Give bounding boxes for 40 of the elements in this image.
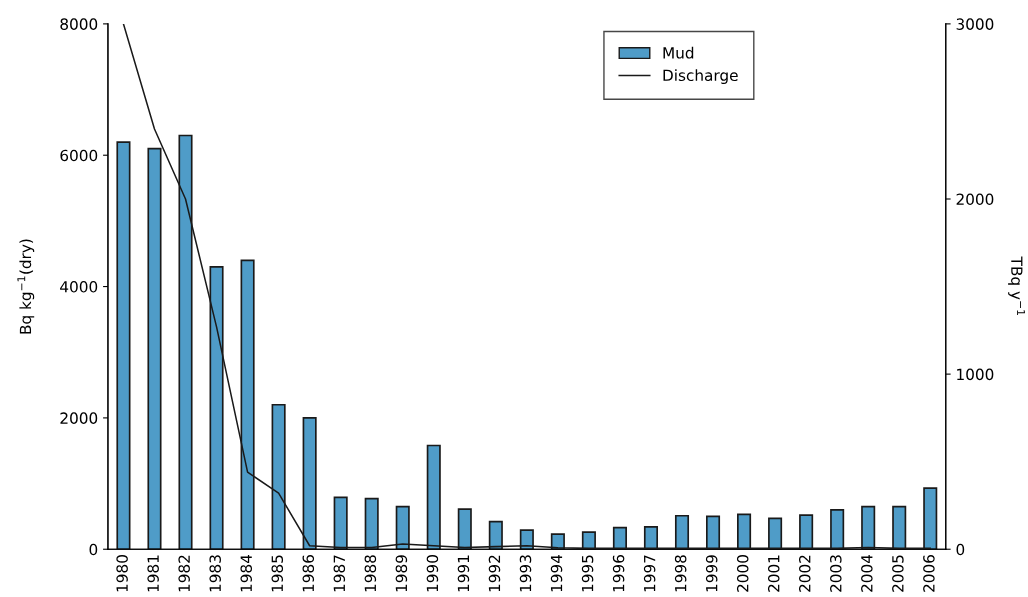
x-tick-label: 2001 [767,555,780,592]
x-tick-label: 2003 [830,555,842,592]
x-tick-label: 1982 [178,555,190,592]
x-tick-label: 1981 [147,555,159,592]
x-tick-label: 1999 [705,555,718,592]
x-tick-label: 2000 [736,555,749,592]
y2-axis-title: TBq y$^{−1}$ [1008,256,1025,315]
y2-tick-label: 2000 [956,193,994,206]
y-tick-label: 8000 [60,18,98,30]
x-tick-label: 1997 [643,555,656,592]
x-tick-label: 2005 [892,555,904,592]
x-tick-label: 1998 [674,555,687,592]
y2-tick-label: 1000 [957,368,994,381]
x-tick-label: 1984 [240,554,253,592]
y2-tick-label: 0 [956,543,965,556]
y-tick-label: 4000 [60,281,98,293]
x-tick-label: 2006 [923,555,935,592]
x-tick-label: 1989 [395,555,408,592]
x-tick-label: 1980 [116,555,128,592]
x-tick-label: 1985 [271,555,284,592]
x-tick-label: 1994 [550,554,563,592]
y-tick-label: 6000 [60,149,98,162]
legend-label: Discharge [663,69,738,85]
x-tick-label: 1991 [457,555,470,592]
y-axis-title: Bq kg$^{−1}$(dry) [17,239,35,334]
x-tick-label: 2004 [861,554,873,592]
x-tick-label: 1987 [333,555,346,592]
x-tick-label: 2002 [799,555,811,592]
x-tick-label: 1990 [426,555,439,592]
x-tick-label: 1996 [612,555,625,592]
y-tick-label: 2000 [60,412,98,424]
legend-label: Mud [663,46,694,59]
x-tick-label: 1992 [488,555,501,592]
y-tick-label: 0 [89,543,98,556]
y2-tick-label: 3000 [956,18,994,30]
x-tick-label: 1993 [519,555,532,592]
x-tick-label: 1988 [364,555,377,592]
x-tick-label: 1995 [581,555,594,592]
x-tick-label: 1983 [209,555,221,592]
x-tick-label: 1986 [302,555,315,592]
